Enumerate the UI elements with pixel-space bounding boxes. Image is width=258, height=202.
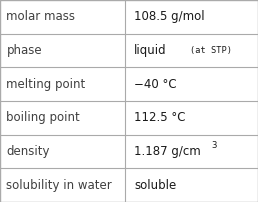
Text: 1.187 g/cm: 1.187 g/cm bbox=[134, 145, 201, 158]
Text: liquid: liquid bbox=[134, 44, 167, 57]
Text: 112.5 °C: 112.5 °C bbox=[134, 111, 186, 124]
Text: −40 °C: −40 °C bbox=[134, 78, 177, 91]
Text: molar mass: molar mass bbox=[6, 10, 75, 23]
Text: 3: 3 bbox=[212, 141, 217, 150]
Text: boiling point: boiling point bbox=[6, 111, 80, 124]
Text: density: density bbox=[6, 145, 50, 158]
Text: phase: phase bbox=[6, 44, 42, 57]
Text: soluble: soluble bbox=[134, 179, 176, 192]
Text: melting point: melting point bbox=[6, 78, 86, 91]
Text: solubility in water: solubility in water bbox=[6, 179, 112, 192]
Text: 108.5 g/mol: 108.5 g/mol bbox=[134, 10, 205, 23]
Text: (at STP): (at STP) bbox=[190, 46, 232, 55]
